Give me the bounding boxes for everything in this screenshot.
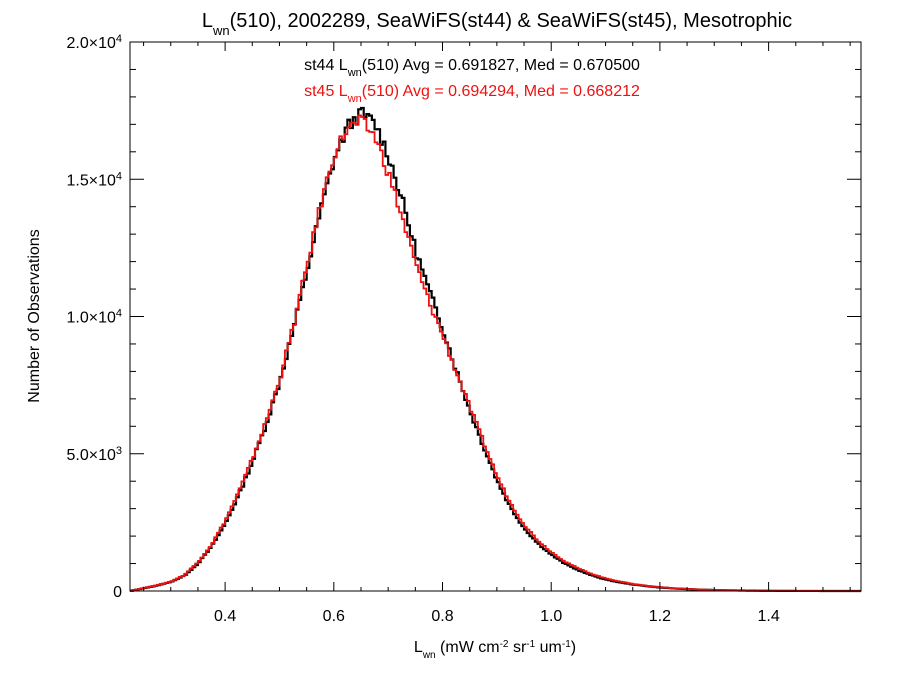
y-tick-label: 1.5×104: [66, 170, 122, 189]
plot-frame: [129, 41, 862, 592]
x-tick-label: 1.0: [540, 608, 562, 625]
axis-layer: 0.4 0.6 0.8 1.0 1.2 1.4 0 5.0×103 1.0×104 1.5×104…: [66, 33, 861, 625]
y-tick-label: 5.0×103: [66, 445, 122, 464]
x-tick-label: 0.4: [214, 608, 236, 625]
x-tick-label: 0.8: [431, 608, 453, 625]
y-axis-label: Number of Observations: [26, 229, 43, 402]
series-line-st44: [130, 106, 861, 593]
y-tick-label: 1.0×104: [66, 308, 122, 327]
series-layer: [130, 106, 861, 593]
x-tick-label: 1.4: [757, 608, 779, 625]
series-line-st45: [130, 114, 861, 592]
y-tick-label: 2.0×104: [66, 33, 122, 52]
x-tick-label: 0.6: [323, 608, 345, 625]
x-axis-label: Lwn (mW cm-2 sr-1 um-1): [414, 639, 576, 661]
y-tick-label: 0: [113, 584, 122, 601]
chart-title: Lwn(510), 2002289, SeaWiFS(st44) & SeaWi…: [202, 10, 792, 38]
x-tick-label: 1.2: [649, 608, 671, 625]
legend-entry-st45: st45 Lwn(510) Avg = 0.694294, Med = 0.66…: [304, 83, 640, 105]
legend-entry-st44: st44 Lwn(510) Avg = 0.691827, Med = 0.67…: [304, 57, 640, 79]
